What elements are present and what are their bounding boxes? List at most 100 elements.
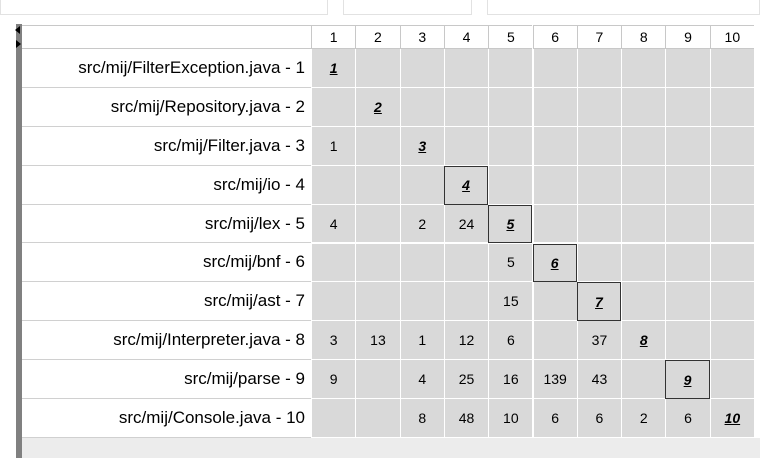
matrix-cell: 4 (399, 360, 444, 400)
matrix-cell (532, 282, 577, 322)
expand-arrows[interactable] (14, 26, 24, 52)
matrix-cell (621, 87, 666, 127)
matrix-cell (355, 49, 400, 88)
matrix-cell: 2 (621, 399, 666, 438)
column-header: 2 (355, 25, 400, 49)
matrix-cell (443, 243, 489, 283)
matrix-cell (709, 49, 754, 88)
matrix-cell (576, 126, 622, 166)
diagonal-cell: 9 (665, 360, 710, 400)
matrix-cell: 139 (532, 360, 577, 400)
matrix-cell (621, 243, 666, 283)
matrix-cell (621, 360, 666, 400)
matrix-cell (532, 204, 577, 244)
matrix-cell: 4 (311, 204, 356, 244)
matrix-cell: 1 (399, 321, 444, 361)
toolbar-field[interactable] (0, 0, 328, 15)
matrix-cell (488, 49, 533, 88)
matrix-cell: 48 (443, 399, 489, 438)
diagonal-cell: 5 (488, 204, 533, 244)
matrix-cell (532, 321, 577, 361)
matrix-cell: 12 (443, 321, 489, 361)
column-header: 9 (665, 25, 710, 49)
matrix-cell (399, 243, 444, 283)
matrix-cell (621, 49, 666, 88)
matrix-cell (665, 49, 710, 88)
column-header: 8 (621, 25, 666, 49)
matrix-cell: 6 (665, 399, 710, 438)
matrix-cell: 15 (488, 282, 533, 322)
matrix-cell (665, 87, 710, 127)
matrix-cell: 6 (488, 321, 533, 361)
column-header: 7 (576, 25, 622, 49)
matrix-cell (709, 204, 754, 244)
diagonal-cell: 8 (621, 321, 666, 361)
matrix-cell (709, 243, 754, 283)
matrix-cell (709, 126, 754, 166)
matrix-cell (355, 165, 400, 205)
matrix-cell (709, 165, 754, 205)
matrix-cell (532, 49, 577, 88)
matrix-cell (399, 87, 444, 127)
matrix-cell (576, 49, 622, 88)
left-bar (16, 24, 22, 458)
diagonal-cell: 6 (532, 243, 577, 283)
toolbar-field[interactable] (487, 0, 760, 15)
matrix-cell (665, 243, 710, 283)
diagonal-cell: 2 (355, 87, 400, 127)
matrix-cell (443, 282, 489, 322)
matrix-cell (443, 126, 489, 166)
matrix-cell (488, 87, 533, 127)
matrix-cell (621, 282, 666, 322)
matrix-cell: 16 (488, 360, 533, 400)
row-label: src/mij/Interpreter.java - 8 (22, 321, 311, 361)
row-label: src/mij/Filter.java - 3 (22, 126, 311, 166)
matrix-cell (399, 282, 444, 322)
matrix-cell (709, 321, 754, 361)
column-header: 1 (311, 25, 356, 49)
diagonal-cell: 4 (443, 165, 489, 205)
toolbar-field[interactable] (343, 0, 472, 15)
matrix-cell (355, 282, 400, 322)
matrix-cell: 37 (576, 321, 622, 361)
matrix-cell: 8 (399, 399, 444, 438)
column-header: 3 (399, 25, 444, 49)
matrix-cell (532, 87, 577, 127)
row-label: src/mij/parse - 9 (22, 360, 311, 400)
matrix-cell (355, 204, 400, 244)
matrix-cell (355, 126, 400, 166)
matrix-cell (311, 243, 356, 283)
matrix-cell (532, 126, 577, 166)
matrix-cell (621, 126, 666, 166)
matrix-cell (399, 49, 444, 88)
row-label: src/mij/ast - 7 (22, 282, 311, 322)
column-header: 6 (532, 25, 577, 49)
matrix-cell (532, 165, 577, 205)
matrix-cell (311, 399, 356, 438)
matrix-cell (488, 126, 533, 166)
matrix-cell: 3 (311, 321, 356, 361)
diagonal-cell: 10 (709, 399, 754, 438)
matrix-cell (665, 204, 710, 244)
matrix-cell: 13 (355, 321, 400, 361)
matrix-cell (665, 126, 710, 166)
matrix-cell (443, 87, 489, 127)
row-label: src/mij/Console.java - 10 (22, 399, 311, 438)
matrix-cell (311, 282, 356, 322)
matrix-cell: 6 (576, 399, 622, 438)
matrix-cell: 25 (443, 360, 489, 400)
header-corner (22, 25, 311, 49)
matrix-cell (621, 204, 666, 244)
diagonal-cell: 1 (311, 49, 356, 88)
footer-area (22, 438, 760, 458)
matrix-cell (399, 165, 444, 205)
matrix-cell (709, 87, 754, 127)
matrix-cell (311, 165, 356, 205)
matrix-cell: 9 (311, 360, 356, 400)
diagonal-cell: 3 (399, 126, 444, 166)
diagonal-cell: 7 (576, 282, 622, 322)
matrix-cell (355, 399, 400, 438)
matrix-cell (665, 321, 710, 361)
matrix-cell (576, 87, 622, 127)
